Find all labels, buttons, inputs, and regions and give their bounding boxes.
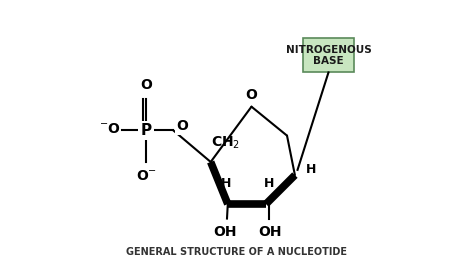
Text: GENERAL STRUCTURE OF A NUCLEOTIDE: GENERAL STRUCTURE OF A NUCLEOTIDE [127, 247, 347, 257]
Text: O$^{-}$: O$^{-}$ [136, 169, 157, 182]
Text: $^{-}$O: $^{-}$O [99, 122, 120, 136]
Text: O: O [246, 88, 257, 102]
Text: P: P [141, 123, 152, 138]
FancyBboxPatch shape [303, 38, 354, 72]
Text: NITROGENOUS
BASE: NITROGENOUS BASE [286, 44, 371, 66]
Text: O: O [140, 78, 152, 92]
Text: H: H [305, 163, 316, 176]
Text: H: H [221, 177, 232, 190]
Text: H: H [264, 177, 274, 190]
Text: OH: OH [258, 225, 282, 239]
Text: O: O [176, 119, 188, 134]
Text: CH$_2$: CH$_2$ [211, 135, 240, 151]
Text: OH: OH [213, 225, 237, 239]
